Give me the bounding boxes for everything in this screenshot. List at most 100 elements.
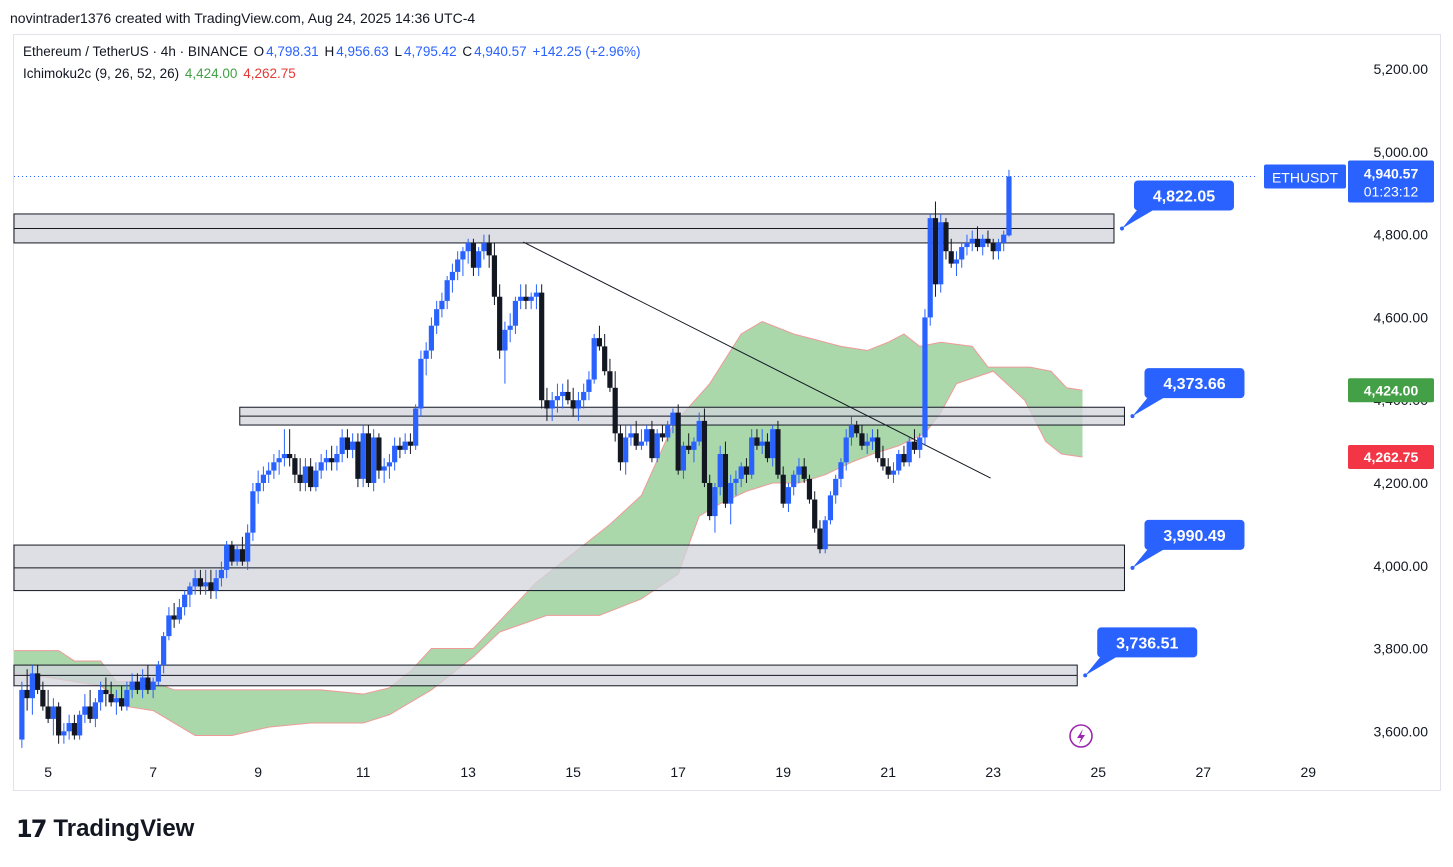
candle bbox=[759, 441, 765, 446]
x-tick-label: 9 bbox=[254, 764, 262, 780]
chart-frame bbox=[13, 34, 1441, 791]
candle bbox=[680, 445, 687, 471]
candle bbox=[917, 437, 923, 450]
candle bbox=[880, 458, 886, 467]
candle bbox=[785, 487, 792, 504]
candle bbox=[481, 242, 487, 252]
price-badge-value: 4,940.57 bbox=[1364, 165, 1419, 181]
close-value: 4,940.57 bbox=[474, 44, 527, 59]
change-value: +142.25 (+2.96%) bbox=[532, 44, 641, 59]
candle bbox=[229, 545, 235, 562]
candle bbox=[108, 694, 114, 703]
candle bbox=[1006, 176, 1012, 236]
candle bbox=[192, 578, 198, 587]
candle bbox=[92, 702, 98, 719]
candle bbox=[796, 466, 802, 475]
candle bbox=[213, 578, 219, 591]
x-axis: 5 7 9 11 13 15 17 19 21 23 25 27 29 bbox=[44, 764, 1316, 780]
candle bbox=[407, 441, 414, 446]
trendline bbox=[523, 241, 991, 479]
candle bbox=[728, 482, 734, 504]
candle bbox=[890, 470, 897, 475]
candle bbox=[402, 441, 408, 450]
candle bbox=[843, 437, 849, 463]
x-tick-label: 27 bbox=[1195, 764, 1211, 780]
candle bbox=[596, 338, 603, 347]
candle bbox=[533, 292, 540, 297]
candle bbox=[397, 445, 403, 450]
candle bbox=[476, 251, 482, 268]
candle bbox=[901, 454, 907, 463]
x-tick-label: 21 bbox=[880, 764, 896, 780]
cloud-badge-label: 4,424.00 bbox=[1364, 382, 1419, 398]
candle bbox=[166, 615, 172, 637]
trendline-layer bbox=[523, 241, 991, 479]
candle bbox=[575, 400, 582, 409]
candle bbox=[649, 429, 655, 459]
candle bbox=[381, 466, 387, 471]
candle bbox=[560, 391, 566, 397]
candle bbox=[455, 259, 461, 272]
candle bbox=[87, 706, 93, 719]
symbol-badge bbox=[1264, 164, 1346, 189]
candle bbox=[665, 425, 671, 438]
candle bbox=[187, 586, 193, 595]
candle bbox=[859, 433, 865, 446]
candle bbox=[565, 391, 571, 401]
candle bbox=[738, 466, 744, 479]
candle bbox=[518, 296, 524, 301]
y-tick-label: 4,800.00 bbox=[1374, 227, 1429, 243]
x-tick-label: 15 bbox=[565, 764, 581, 780]
candle bbox=[507, 325, 513, 330]
callout-box bbox=[1097, 627, 1198, 658]
candle bbox=[491, 255, 498, 297]
candle bbox=[239, 549, 245, 562]
candle bbox=[712, 487, 718, 517]
candle bbox=[791, 474, 797, 488]
tradingview-logo[interactable]: 17 TradingView bbox=[16, 815, 194, 843]
candle bbox=[176, 607, 182, 620]
candle bbox=[927, 218, 933, 318]
open-value: 4,798.31 bbox=[266, 44, 319, 59]
candle bbox=[691, 441, 697, 450]
callout-label: 3,990.49 bbox=[1163, 528, 1225, 545]
candle bbox=[581, 391, 587, 401]
candle bbox=[428, 325, 435, 351]
candle bbox=[77, 714, 83, 736]
indicator-value-1: 4,424.00 bbox=[184, 66, 238, 81]
candle bbox=[297, 474, 303, 483]
candle bbox=[365, 433, 372, 483]
candle bbox=[749, 437, 755, 475]
candle bbox=[71, 723, 77, 736]
candle bbox=[964, 242, 970, 248]
candle bbox=[801, 466, 807, 479]
candle bbox=[990, 242, 996, 252]
lightning-circle bbox=[1069, 724, 1093, 748]
candle bbox=[875, 437, 881, 459]
callout-anchor bbox=[1119, 226, 1124, 231]
candle bbox=[922, 317, 928, 438]
candle bbox=[780, 474, 786, 504]
candle bbox=[460, 251, 466, 260]
candle bbox=[502, 329, 508, 351]
candle bbox=[528, 296, 534, 301]
callout-pointer bbox=[1121, 206, 1156, 229]
candle bbox=[302, 466, 309, 483]
x-tick-label: 5 bbox=[44, 764, 52, 780]
candle bbox=[549, 400, 555, 409]
candle bbox=[376, 437, 382, 471]
candle bbox=[161, 636, 167, 666]
x-tick-label: 23 bbox=[985, 764, 1001, 780]
candle bbox=[675, 412, 681, 471]
candle bbox=[66, 723, 72, 732]
candle bbox=[617, 433, 624, 463]
cloud-badge-label: 4,262.75 bbox=[1364, 449, 1419, 465]
candle bbox=[770, 429, 776, 459]
candle bbox=[98, 689, 104, 703]
candle bbox=[35, 673, 41, 690]
candle bbox=[885, 466, 891, 475]
candle bbox=[974, 238, 981, 248]
candle bbox=[334, 454, 340, 463]
indicator-legend[interactable]: Ichimoku2c (9, 26, 52, 26) 4,424.00 4,26… bbox=[23, 66, 298, 81]
